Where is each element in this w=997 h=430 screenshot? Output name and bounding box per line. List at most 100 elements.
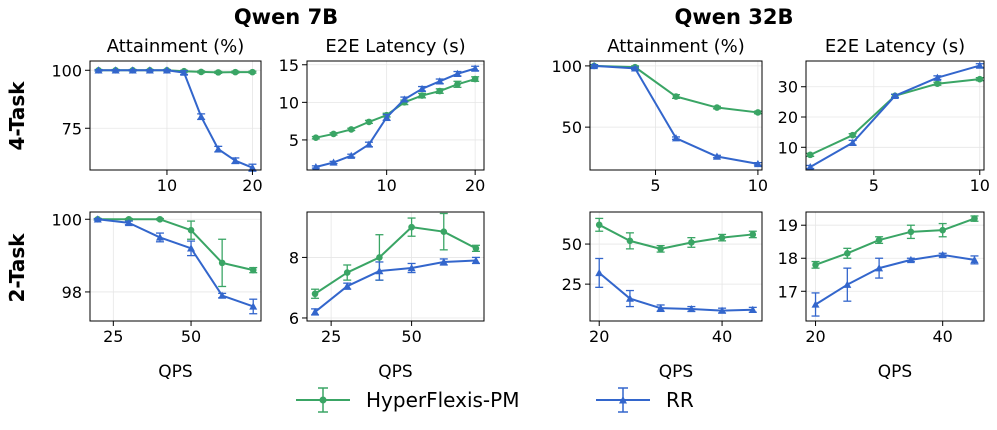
panel-3-hyperflexis-pm-marker-2 <box>672 93 680 100</box>
panel-6-hyperflexis-pm-marker-1 <box>343 269 351 276</box>
panel-1-xtick-label-20: 20 <box>242 176 262 195</box>
panel-3-xtick-label-5: 5 <box>650 176 660 195</box>
panel-1-rr-marker-2 <box>128 66 137 74</box>
panel-7-ytick-label-25: 25 <box>562 275 582 294</box>
panel-8-hyperflexis-pm-marker-3 <box>907 228 915 236</box>
panel-8-rr-marker-4 <box>938 250 947 259</box>
panel-2-hyperflexis-pm-marker-3 <box>365 118 373 126</box>
panel-1-rr-marker-3 <box>145 66 154 74</box>
panel-8-rr-line <box>815 253 975 306</box>
legend-label-rr: RR <box>666 388 694 412</box>
panel-3-xtick-label-10: 10 <box>748 176 768 195</box>
panel-3-rr-marker-0 <box>590 61 599 70</box>
panel-7-hyperflexis-pm-line <box>598 223 753 250</box>
panel-2-rr-marker-2 <box>347 151 356 159</box>
panel-7-xtick-label-40: 40 <box>712 327 732 346</box>
panel-4-rr-marker-0 <box>806 162 815 171</box>
panel-6-xtick-label-25: 25 <box>321 327 341 346</box>
legend-entry-rr: RR <box>596 387 694 413</box>
panels: 10 20 75 100 Attainment (%) 10 20 5 10 15 E2E Late… <box>51 36 989 382</box>
panel-2-hyperflexis-pm-marker-9 <box>471 75 479 83</box>
panel-3-frame <box>589 60 763 171</box>
panel-1-frame <box>89 60 262 171</box>
panel-7-hyperflexis-pm-marker-3 <box>688 239 695 246</box>
panel-4-xtick-label-5: 5 <box>869 176 879 195</box>
panel-1-title: Attainment (%) <box>107 36 245 57</box>
panel-7-rr-marker-1 <box>625 294 634 302</box>
legend-marker-hyperflexis-pm <box>319 396 327 404</box>
panel-2-xtick-label-20: 20 <box>465 176 485 195</box>
panel-6-frame <box>306 211 485 322</box>
panel-7: 20 40 25 50 QPS <box>562 211 763 382</box>
panel-8-rr-marker-2 <box>875 264 884 272</box>
panel-4-xtick-label-10: 10 <box>970 176 990 195</box>
panel-3-rr-marker-1 <box>631 64 640 72</box>
panel-5-xtick-label-25: 25 <box>103 327 123 346</box>
panel-2-ytick-label-10: 10 <box>279 93 299 112</box>
panel-6-rr-marker-1 <box>343 282 352 290</box>
panel-5-rr-marker-5 <box>249 302 258 310</box>
panel-4: 5 10 10 20 30 E2E Latency (s) <box>778 36 990 195</box>
panel-1-rr-marker-5 <box>180 68 189 76</box>
panel-1-hyperflexis-pm-marker-8 <box>232 68 239 76</box>
panel-2-ytick-label-5: 5 <box>289 131 299 150</box>
panel-1-rr-marker-6 <box>197 112 206 120</box>
panel-7-rr-marker-0 <box>595 268 604 277</box>
panel-2-hyperflexis-pm-marker-6 <box>418 92 426 99</box>
panel-4-rr-marker-2 <box>891 91 899 100</box>
panel-6-hyperflexis-pm-marker-2 <box>376 254 383 261</box>
panel-2-hyperflexis-pm-marker-1 <box>330 130 337 138</box>
panel-1: 10 20 75 100 Attainment (%) <box>51 36 262 195</box>
group-title-qwen-7b: Qwen 7B <box>234 5 338 29</box>
panel-3-hyperflexis-pm-marker-4 <box>754 109 762 116</box>
legend: HyperFlexis-PM RR <box>296 387 694 413</box>
panel-4-hyperflexis-pm-marker-0 <box>806 151 814 159</box>
panel-5-xtick-label-50: 50 <box>181 327 201 346</box>
panel-2-rr-marker-3 <box>364 140 373 148</box>
panel-2-rr-marker-8 <box>453 69 462 77</box>
panel-1-rr-marker-8 <box>231 156 240 164</box>
panel-2-ytick-label-15: 15 <box>279 56 299 75</box>
panel-5-hyperflexis-pm-marker-2 <box>156 215 164 223</box>
panel-4-hyperflexis-pm-marker-1 <box>849 131 856 139</box>
panel-3-rr-marker-3 <box>712 152 721 160</box>
panel-5-xlabel: QPS <box>158 362 192 382</box>
panel-4-rr-marker-4 <box>975 61 984 69</box>
panel-3-rr-marker-2 <box>672 134 680 142</box>
panel-4-ytick-label-20: 20 <box>778 108 798 127</box>
panel-6-rr-marker-4 <box>439 257 448 266</box>
panel-6-hyperflexis-pm-marker-4 <box>440 228 448 235</box>
panel-6-ytick-label-8: 8 <box>289 248 299 267</box>
panel-2-hyperflexis-pm-marker-0 <box>312 134 320 141</box>
panel-1-hyperflexis-pm-marker-9 <box>249 68 256 76</box>
panel-1-ytick-label-100: 100 <box>51 61 82 80</box>
panel-7-hyperflexis-pm-marker-0 <box>595 221 603 229</box>
panel-5-hyperflexis-pm-line <box>97 218 254 272</box>
panel-7-rr-marker-2 <box>656 304 665 312</box>
panel-6-rr-marker-0 <box>311 307 320 316</box>
panel-2-rr-marker-9 <box>471 64 480 72</box>
panel-2-frame <box>306 60 485 171</box>
panel-3-rr-marker-4 <box>753 159 762 168</box>
panel-2-rr-marker-0 <box>311 162 320 171</box>
panel-8-hyperflexis-pm-marker-1 <box>844 249 851 257</box>
panel-8-xtick-label-20: 20 <box>805 327 825 346</box>
panel-8-rr-marker-5 <box>970 255 979 264</box>
panel-6-hyperflexis-pm-marker-3 <box>408 223 415 231</box>
panel-1-rr-marker-0 <box>94 66 103 74</box>
panel-7-xlabel: QPS <box>659 362 693 382</box>
panel-6-rr-marker-5 <box>471 256 480 264</box>
panel-2: 10 20 5 10 15 E2E Latency (s) <box>279 36 486 195</box>
panel-1-hyperflexis-pm-marker-7 <box>214 69 222 76</box>
panel-1-rr-marker-4 <box>162 66 171 74</box>
panel-5-hyperflexis-pm-marker-5 <box>249 266 257 274</box>
panel-1-xtick-label-10: 10 <box>157 176 177 195</box>
panel-5-ytick-label-100: 100 <box>51 210 82 229</box>
panel-1-ytick-label-75: 75 <box>62 119 82 138</box>
panel-6-ytick-label-6: 6 <box>289 309 299 328</box>
panel-5-rr-marker-1 <box>124 218 133 227</box>
panel-7-frame <box>589 211 763 322</box>
panel-3-ytick-label-100: 100 <box>551 57 582 76</box>
panel-8-ytick-label-17: 17 <box>778 282 798 301</box>
